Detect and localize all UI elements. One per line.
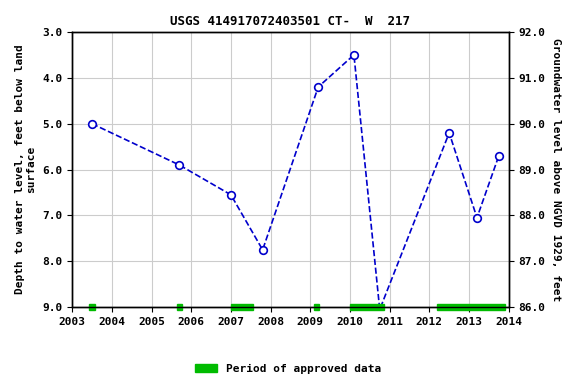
Legend: Period of approved data: Period of approved data — [191, 359, 385, 379]
Bar — [177, 304, 183, 310]
Y-axis label: Depth to water level, feet below land
surface: Depth to water level, feet below land su… — [15, 45, 37, 295]
Y-axis label: Groundwater level above NGVD 1929, feet: Groundwater level above NGVD 1929, feet — [551, 38, 561, 301]
Bar — [231, 304, 253, 310]
Bar — [89, 304, 94, 310]
Title: USGS 414917072403501 CT-  W  217: USGS 414917072403501 CT- W 217 — [170, 15, 411, 28]
Bar — [314, 304, 319, 310]
Bar — [350, 304, 384, 310]
Bar — [437, 304, 505, 310]
